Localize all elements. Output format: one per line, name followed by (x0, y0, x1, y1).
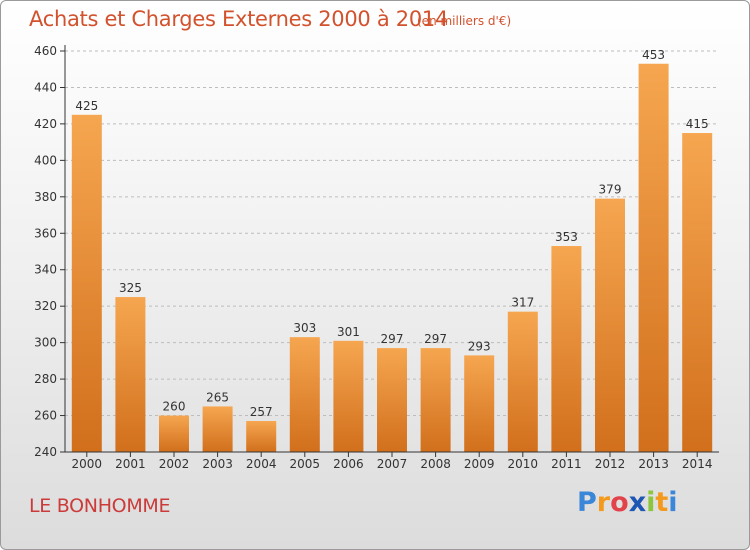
data-label: 453 (642, 48, 665, 62)
logo-letter: o (610, 487, 629, 518)
logo-letter: x (628, 487, 647, 518)
data-label: 260 (163, 400, 186, 414)
bars (71, 63, 713, 453)
x-tick-label: 2000 (72, 457, 103, 471)
y-tick-label: 260 (34, 409, 57, 423)
bar-2005 (289, 337, 320, 452)
y-tick-label: 360 (34, 226, 57, 240)
data-label: 293 (468, 339, 491, 353)
commune-name: LE BONHOMME (29, 495, 171, 517)
logo-letter: i (668, 487, 678, 518)
x-tick-label: 2006 (333, 457, 364, 471)
data-label: 303 (293, 321, 316, 335)
chart-title: Achats et Charges Externes 2000 à 2014 (29, 7, 449, 31)
axes: 240 260 280 300 320 340 360 380 400 420 440 460 2000… (34, 44, 719, 471)
chart-unit-label: (en milliers d'€) (417, 14, 512, 28)
x-tick-label: 2002 (159, 457, 190, 471)
x-tick-label: 2012 (595, 457, 626, 471)
x-tick-label: 2004 (246, 457, 277, 471)
bar-2007 (377, 348, 407, 452)
x-tick-label: 2003 (202, 457, 233, 471)
data-label: 265 (206, 390, 229, 404)
data-label: 325 (119, 281, 142, 295)
x-tick-label: 2007 (377, 457, 408, 471)
logo-letter: t (655, 487, 669, 518)
bar-2009 (464, 355, 495, 452)
data-label: 353 (555, 230, 578, 244)
logo-letter: P (577, 487, 597, 518)
data-labels: 425 325 260 265 257 303 301 297 297 293 317 353 379 4… (75, 48, 708, 419)
bar-2003 (202, 406, 233, 452)
logo-letter: r (596, 487, 611, 518)
x-tick-label: 2008 (420, 457, 451, 471)
data-label: 301 (337, 325, 360, 339)
bar-2001 (115, 297, 146, 452)
data-label: 297 (424, 332, 447, 346)
bar-2014 (682, 133, 713, 453)
proxiti-logo: Proxiti (577, 487, 678, 518)
x-tick-label: 2010 (508, 457, 539, 471)
y-tick-label: 280 (34, 372, 57, 386)
y-tick-label: 400 (34, 153, 57, 167)
x-tick-label: 2001 (115, 457, 146, 471)
bar-2013 (638, 63, 669, 452)
bar-2010 (507, 311, 538, 452)
x-tick-label: 2014 (682, 457, 713, 471)
y-tick-label: 380 (34, 190, 57, 204)
data-label: 317 (511, 296, 534, 310)
y-tick-label: 340 (34, 263, 57, 277)
y-tick-label: 240 (34, 445, 57, 459)
bar-2008 (420, 348, 451, 452)
x-tick-label: 2011 (551, 457, 582, 471)
bar-2012 (595, 198, 625, 452)
data-label: 297 (381, 332, 404, 346)
y-tick-label: 320 (34, 299, 57, 313)
bar-2004 (246, 421, 277, 452)
y-tick-label: 420 (34, 117, 57, 131)
bar-2011 (551, 246, 582, 452)
bar-2006 (333, 340, 364, 452)
bar-2000 (71, 114, 102, 452)
x-tick-label: 2009 (464, 457, 495, 471)
x-tick-label: 2005 (290, 457, 321, 471)
y-tick-label: 300 (34, 336, 57, 350)
data-label: 425 (75, 99, 98, 113)
data-label: 257 (250, 405, 273, 419)
data-label: 415 (686, 117, 709, 131)
y-tick-label: 440 (34, 80, 57, 94)
bar-2002 (159, 415, 189, 452)
x-tick-label: 2013 (638, 457, 669, 471)
logo-letter: i (646, 487, 656, 518)
y-tick-label: 460 (34, 44, 57, 58)
data-label: 379 (599, 183, 622, 197)
